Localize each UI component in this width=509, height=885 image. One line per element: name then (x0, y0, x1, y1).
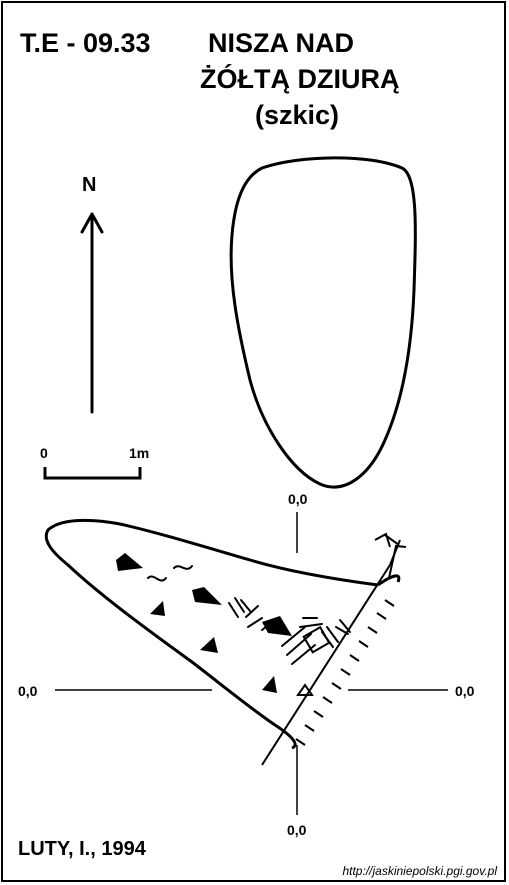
author-date: LUTY, I., 1994 (18, 838, 146, 860)
scale-bar (43, 467, 142, 480)
profile-direction-arrow-icon (374, 532, 407, 579)
scale-start-label: 0 (40, 445, 48, 461)
drip-line (261, 539, 401, 766)
source-url[interactable]: http://jaskiniepolski.pgi.gov.pl (342, 864, 497, 878)
block-hatching (228, 597, 351, 665)
cave-code: T.E - 09.33 (20, 28, 151, 58)
north-label: N (82, 174, 97, 196)
debris-blocks (116, 553, 292, 693)
north-arrow-icon (80, 212, 104, 414)
niche-outline-tip (377, 574, 401, 587)
reference-label-bottom: 0,0 (287, 822, 307, 838)
niche-outline (44, 518, 379, 750)
sketch-note: (szkic) (255, 100, 340, 130)
loam-marks (147, 565, 193, 582)
rock-outline (229, 156, 417, 489)
survey-point-icon (296, 683, 314, 696)
cave-name-line-1: NISZA NAD (208, 28, 354, 58)
reference-cross (55, 512, 448, 815)
reference-label-right: 0,0 (455, 683, 475, 699)
scale-end-label: 1m (129, 445, 150, 461)
reference-label-left: 0,0 (18, 683, 38, 699)
cave-name-line-2: ŻÓŁTĄ DZIURĄ (200, 64, 400, 94)
reference-label-top: 0,0 (288, 491, 308, 507)
